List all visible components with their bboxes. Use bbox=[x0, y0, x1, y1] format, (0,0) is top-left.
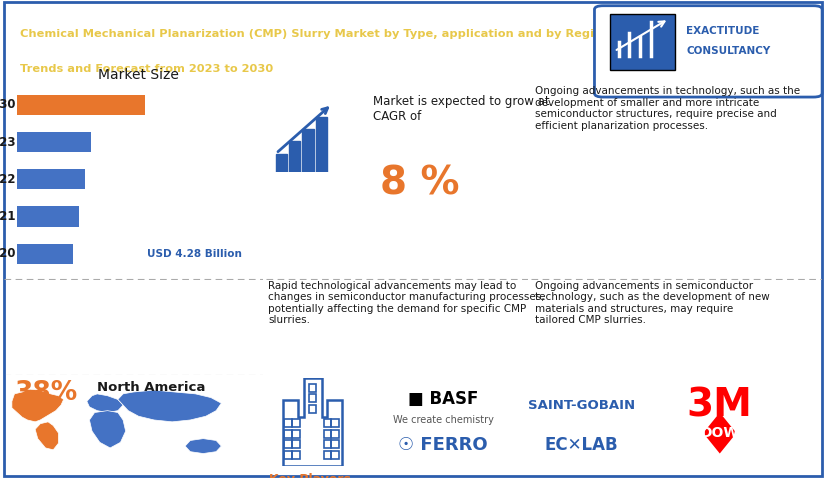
Bar bbox=[324, 451, 331, 459]
Bar bbox=[324, 440, 331, 448]
Bar bbox=[292, 430, 300, 438]
Text: 3M: 3M bbox=[687, 386, 752, 424]
Bar bbox=[292, 451, 300, 459]
Text: Key Players: Key Players bbox=[269, 473, 351, 478]
Text: 2030: 2030 bbox=[0, 98, 16, 111]
Polygon shape bbox=[36, 422, 59, 450]
Bar bbox=[331, 440, 339, 448]
Bar bbox=[284, 451, 292, 459]
Bar bbox=[316, 117, 327, 172]
Bar bbox=[289, 141, 301, 172]
Polygon shape bbox=[703, 413, 737, 454]
FancyBboxPatch shape bbox=[595, 6, 822, 97]
Bar bbox=[284, 430, 292, 438]
Bar bbox=[292, 440, 300, 448]
Bar bbox=[324, 419, 331, 427]
Text: Rapid technological advancements may lead to
changes in semiconductor manufactur: Rapid technological advancements may lea… bbox=[268, 281, 545, 326]
Bar bbox=[284, 440, 292, 448]
Bar bbox=[276, 153, 287, 172]
Bar bbox=[17, 132, 92, 152]
Text: 2020: 2020 bbox=[0, 247, 16, 260]
Text: 38%: 38% bbox=[15, 380, 78, 406]
Text: Chemical Mechanical Planarization (CMP) Slurry Market by Type, application and b: Chemical Mechanical Planarization (CMP) … bbox=[21, 29, 656, 39]
Bar bbox=[17, 169, 85, 189]
Bar bbox=[309, 405, 316, 413]
Bar bbox=[17, 243, 74, 264]
FancyBboxPatch shape bbox=[610, 14, 676, 70]
Bar bbox=[331, 430, 339, 438]
Title: Market Size: Market Size bbox=[98, 68, 178, 82]
Polygon shape bbox=[12, 389, 64, 422]
Bar bbox=[309, 394, 316, 402]
Polygon shape bbox=[185, 439, 221, 454]
Bar bbox=[331, 451, 339, 459]
Text: North America: North America bbox=[97, 381, 206, 394]
Bar bbox=[284, 419, 292, 427]
Text: ☉ FERRO: ☉ FERRO bbox=[398, 436, 488, 454]
Text: Trends and Forecast from 2023 to 2030: Trends and Forecast from 2023 to 2030 bbox=[21, 65, 273, 74]
Polygon shape bbox=[118, 390, 221, 422]
Text: EXACTITUDE: EXACTITUDE bbox=[686, 26, 760, 36]
Bar bbox=[324, 430, 331, 438]
Text: 2021: 2021 bbox=[0, 210, 16, 223]
Text: EC✕LAB: EC✕LAB bbox=[544, 436, 618, 454]
Text: 2022: 2022 bbox=[0, 173, 16, 186]
Polygon shape bbox=[89, 411, 126, 448]
Text: 8 %: 8 % bbox=[380, 164, 459, 202]
Bar bbox=[292, 419, 300, 427]
Polygon shape bbox=[87, 394, 123, 413]
Bar bbox=[17, 206, 79, 227]
Text: CONSULTANCY: CONSULTANCY bbox=[686, 46, 771, 56]
Text: Ongoing advancements in semiconductor
technology, such as the development of new: Ongoing advancements in semiconductor te… bbox=[535, 281, 770, 326]
Bar bbox=[331, 419, 339, 427]
Text: USD 4.28 Billion: USD 4.28 Billion bbox=[147, 249, 242, 259]
Text: SAINT-GOBAIN: SAINT-GOBAIN bbox=[528, 399, 635, 412]
Bar bbox=[302, 129, 314, 172]
Text: We create chemistry: We create chemistry bbox=[392, 415, 493, 425]
Text: DOW: DOW bbox=[700, 426, 739, 440]
Text: Ongoing advancements in technology, such as the
development of smaller and more : Ongoing advancements in technology, such… bbox=[535, 86, 800, 131]
Bar bbox=[309, 384, 316, 392]
Bar bbox=[17, 95, 145, 115]
Text: ■ BASF: ■ BASF bbox=[408, 390, 478, 408]
Text: Market is expected to grow at
CAGR of: Market is expected to grow at CAGR of bbox=[373, 96, 549, 123]
Text: 2023: 2023 bbox=[0, 135, 16, 149]
